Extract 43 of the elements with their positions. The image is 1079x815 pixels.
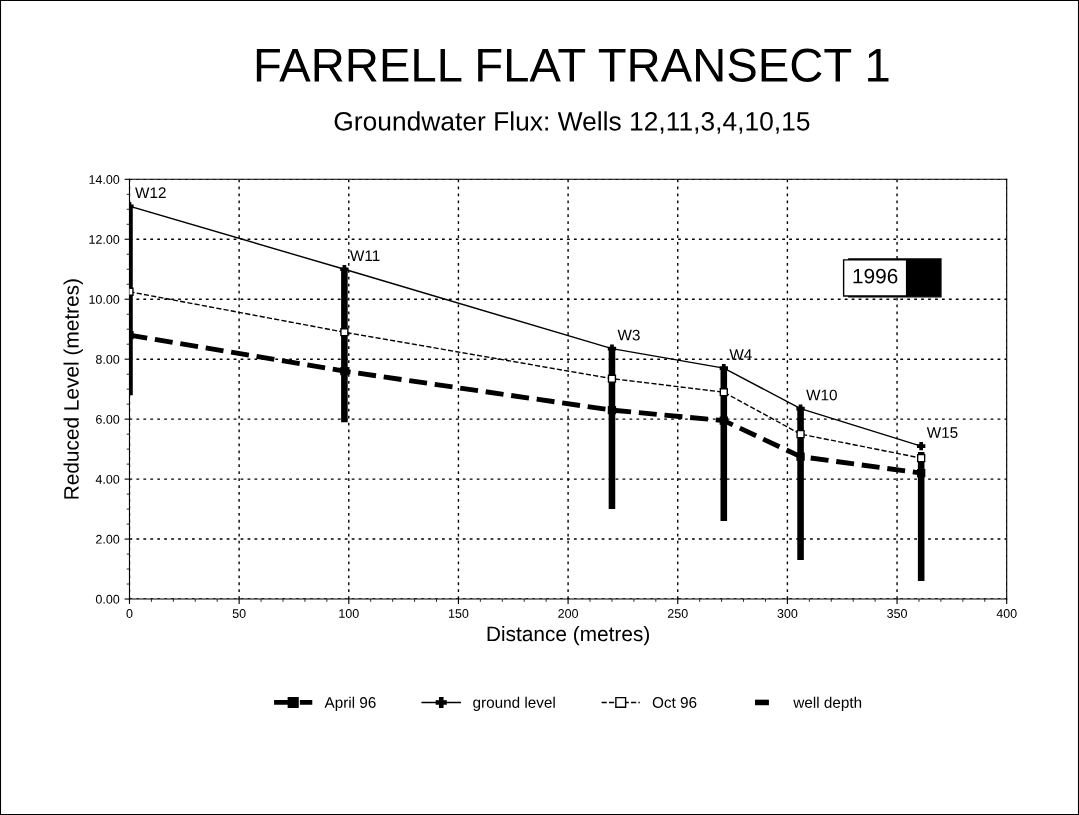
y-tick-label: 0.00 (95, 594, 120, 604)
x-axis-title: Distance (metres) (487, 625, 649, 646)
y-tick-label: 8.00 (95, 354, 120, 364)
annotation: W4 (729, 349, 752, 360)
legend-label: April 96 (324, 696, 376, 711)
annotation: W11 (350, 250, 380, 261)
point (796, 429, 805, 439)
x-tick-label: 50 (232, 609, 246, 618)
legend-label: ground level (473, 696, 555, 711)
x-tick-label: 350 (887, 609, 907, 618)
x-tick-label: 0 (126, 609, 133, 618)
annotation: 1996 (853, 268, 898, 284)
annotation: W3 (617, 329, 640, 341)
x-tick-label: 250 (667, 609, 688, 618)
y-tick-label: 4.00 (95, 474, 120, 484)
x-tick-label: 400 (996, 609, 1017, 618)
point (917, 441, 926, 451)
y-tick-label: 14.00 (89, 175, 120, 184)
y-tick-label: 6.00 (96, 414, 120, 424)
point (340, 328, 349, 337)
point (917, 453, 926, 463)
y-tick-label: 12.00 (89, 235, 120, 244)
point (340, 367, 349, 376)
chart-subtitle: Groundwater Flux: Wells 12,11,3,4,10,15 (334, 111, 810, 134)
annotation: W12 (135, 187, 166, 198)
x-tick-label: 150 (448, 609, 469, 618)
legend-label: Oct 96 (652, 697, 697, 708)
point (719, 416, 728, 425)
y-tick-label: 10.00 (89, 295, 120, 304)
x-tick-label: 100 (339, 609, 359, 618)
annotation: W15 (926, 427, 958, 438)
y-axis-title: Reduced Level (metres) (63, 279, 83, 499)
x-tick-label: 200 (558, 609, 579, 618)
annotation: W10 (806, 389, 837, 401)
y-tick-label: 2.00 (96, 534, 120, 544)
chart-title: FARRELL FLAT TRANSECT 1 (256, 48, 889, 82)
point (719, 387, 728, 397)
point (607, 374, 617, 383)
point (796, 452, 805, 461)
point (917, 468, 926, 478)
point (607, 405, 617, 415)
legend-label: well depth (793, 696, 862, 711)
x-tick-label: 300 (777, 609, 798, 618)
